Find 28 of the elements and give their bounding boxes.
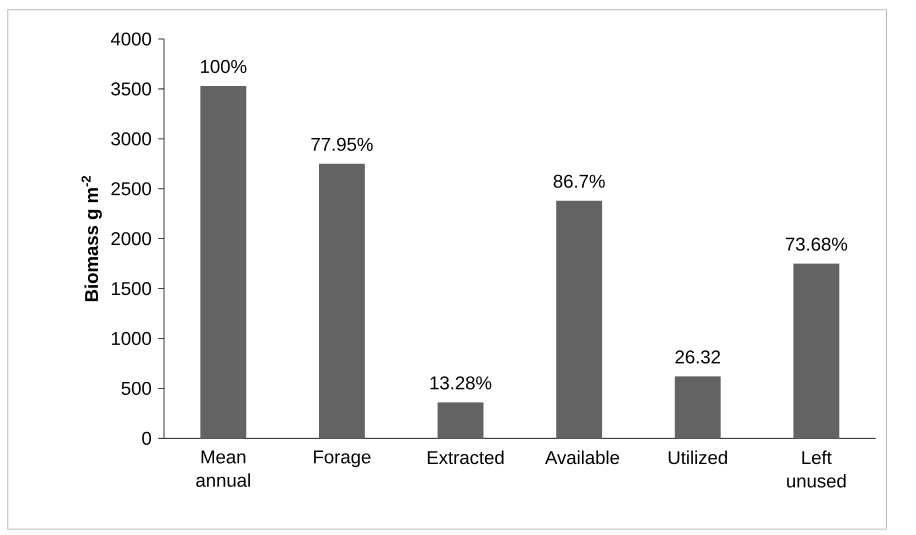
annotation: 100% (201, 60, 246, 74)
bar (793, 264, 840, 438)
x-tick-label: Available (545, 450, 620, 464)
annotation: 26.32 (675, 350, 720, 364)
y-tick-label: 500 (122, 382, 152, 395)
x-tick-label: Left unused (787, 450, 846, 488)
bar (318, 164, 365, 438)
bar (438, 402, 484, 438)
x-tick-label: Mean annual (196, 450, 250, 487)
y-tick-label: 0 (142, 432, 152, 445)
y-tick-label: 4000 (110, 32, 152, 46)
bar (556, 200, 602, 438)
y-tick-label: 2000 (111, 232, 152, 246)
annotation: 86.7% (554, 174, 605, 188)
annotation: 13.28% (430, 376, 492, 390)
bar (674, 376, 721, 438)
bar (200, 86, 246, 438)
y-tick-label: 2500 (111, 182, 152, 196)
x-tick-label: Extracted (428, 450, 504, 464)
annotation: 73.68% (786, 238, 848, 251)
y-tick-label: 1000 (112, 332, 152, 346)
y-tick-label: 3000 (111, 132, 152, 146)
x-tick-label: Forage (314, 450, 370, 468)
y-tick-label: 1500 (112, 282, 152, 296)
text: Biomass g m$^{-2}$ (82, 176, 102, 302)
y-tick-label: 3500 (111, 82, 152, 96)
x-tick-label: Utilized (668, 450, 727, 464)
annotation: 77.95% (311, 138, 373, 151)
